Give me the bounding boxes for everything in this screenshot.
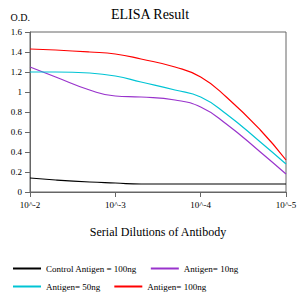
svg-text:1: 1 <box>18 87 23 97</box>
svg-text:Antigen= 10ng: Antigen= 10ng <box>184 264 239 274</box>
svg-text:Antigen= 100ng: Antigen= 100ng <box>147 282 206 292</box>
svg-text:0.2: 0.2 <box>11 167 22 177</box>
svg-text:O.D.: O.D. <box>11 12 30 23</box>
svg-text:10^-4: 10^-4 <box>190 200 211 210</box>
svg-text:1.6: 1.6 <box>11 27 23 37</box>
svg-text:0.6: 0.6 <box>11 127 23 137</box>
svg-text:1.4: 1.4 <box>11 47 23 57</box>
svg-text:10^-3: 10^-3 <box>105 200 126 210</box>
svg-text:10^-2: 10^-2 <box>20 200 41 210</box>
svg-text:1.2: 1.2 <box>11 67 22 77</box>
svg-text:Antigen= 50ng: Antigen= 50ng <box>46 282 101 292</box>
svg-text:Serial Dilutions of Antibody: Serial Dilutions of Antibody <box>90 225 226 239</box>
svg-text:ELISA Result: ELISA Result <box>111 7 189 22</box>
svg-text:10^-5: 10^-5 <box>276 200 297 210</box>
svg-text:Control Antigen = 100ng: Control Antigen = 100ng <box>46 264 137 274</box>
svg-text:0.4: 0.4 <box>11 147 23 157</box>
svg-text:0: 0 <box>18 187 23 197</box>
svg-text:0.8: 0.8 <box>11 107 23 117</box>
